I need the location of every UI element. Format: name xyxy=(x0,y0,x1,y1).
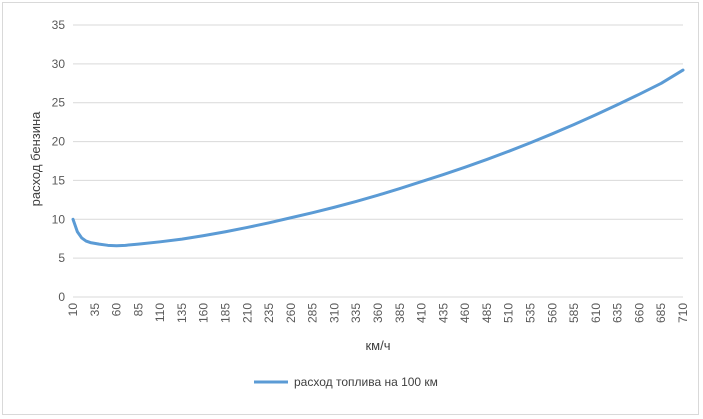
x-tick-label: 10 xyxy=(66,303,80,317)
x-tick-label: 535 xyxy=(524,303,538,323)
series-lines xyxy=(71,68,685,248)
x-tick-label: 335 xyxy=(349,303,363,323)
x-tick-label: 460 xyxy=(458,303,472,323)
x-tick-label: 485 xyxy=(480,303,494,323)
x-tick-label: 585 xyxy=(567,303,581,323)
y-tick-label: 20 xyxy=(52,135,66,149)
x-tick-label: 360 xyxy=(371,303,385,323)
x-tick-label: 710 xyxy=(676,303,690,323)
x-tick-label: 560 xyxy=(545,303,559,323)
y-tick-label: 10 xyxy=(52,212,66,226)
series-line-0 xyxy=(71,68,685,248)
x-axis-title: км/ч xyxy=(365,338,390,353)
gridlines xyxy=(73,24,683,298)
chart-frame xyxy=(2,2,699,415)
y-tick-label: 5 xyxy=(58,251,65,265)
y-tick-label: 0 xyxy=(58,290,65,304)
x-tick-label: 635 xyxy=(611,303,625,323)
y-axis-ticks: 0 5 10 15 20 25 30 35 xyxy=(52,18,66,304)
x-tick-label: 160 xyxy=(197,303,211,323)
x-tick-label: 410 xyxy=(415,303,429,323)
x-tick-label: 185 xyxy=(219,303,233,323)
y-axis-title: расход бензина xyxy=(28,111,43,207)
x-tick-label: 385 xyxy=(393,303,407,323)
x-tick-label: 85 xyxy=(131,303,145,317)
x-tick-label: 610 xyxy=(589,303,603,323)
x-tick-label: 60 xyxy=(110,303,124,317)
y-tick-label: 30 xyxy=(52,57,66,71)
legend: расход топлива на 100 км xyxy=(254,375,438,389)
x-tick-label: 235 xyxy=(262,303,276,323)
legend-label: расход топлива на 100 км xyxy=(294,375,438,389)
x-tick-label: 35 xyxy=(88,303,102,317)
y-tick-label: 15 xyxy=(52,173,66,187)
x-tick-label: 310 xyxy=(327,303,341,323)
x-axis-ticks: 10 35 60 85 110 135 160 185 210 235 260 285 310 335 36… xyxy=(66,303,690,323)
x-tick-label: 285 xyxy=(306,303,320,323)
y-tick-label: 25 xyxy=(52,96,66,110)
x-tick-label: 260 xyxy=(284,303,298,323)
x-tick-label: 135 xyxy=(175,303,189,323)
x-tick-label: 510 xyxy=(502,303,516,323)
x-tick-label: 660 xyxy=(632,303,646,323)
x-tick-label: 110 xyxy=(153,303,167,322)
x-tick-label: 210 xyxy=(240,303,254,323)
x-tick-label: 685 xyxy=(654,303,668,323)
y-tick-label: 35 xyxy=(52,18,66,32)
x-tick-label: 435 xyxy=(436,303,450,323)
